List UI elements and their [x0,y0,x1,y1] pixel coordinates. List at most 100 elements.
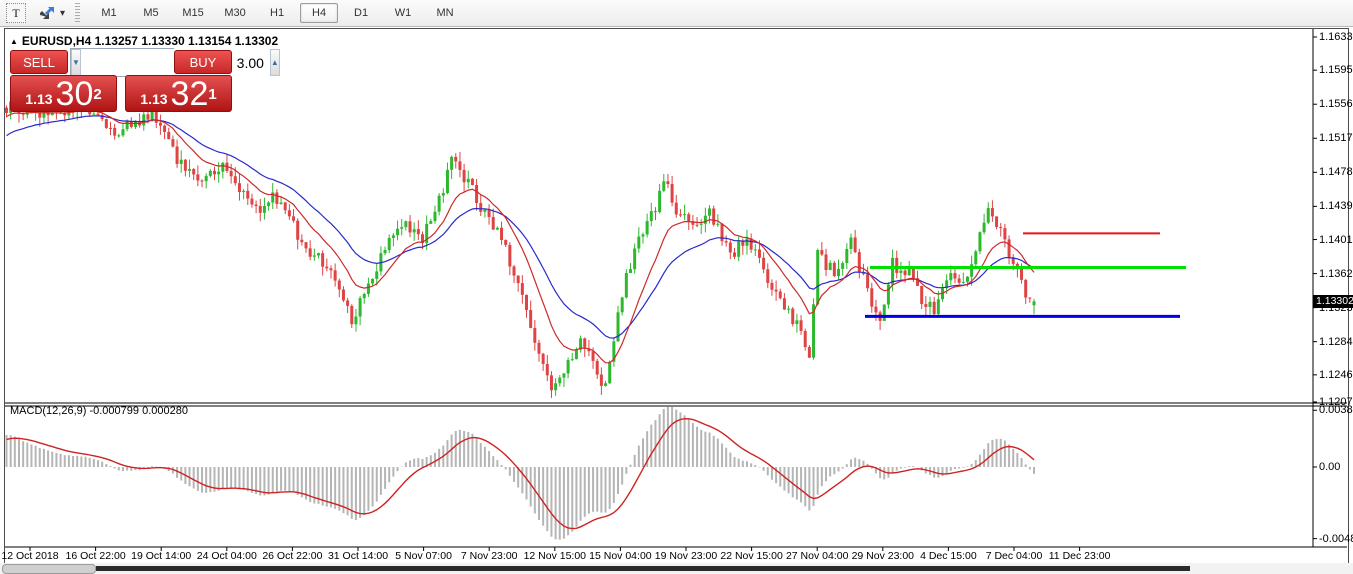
timeframe-button-MN[interactable]: MN [436,7,454,19]
candle-body [633,248,637,270]
timeframe-button-M5[interactable]: M5 [143,7,159,19]
candle-body [999,227,1003,229]
candle-body [745,238,749,246]
chart-area[interactable] [4,28,1349,567]
price-tick-label: 1.14780 [1319,166,1353,179]
candle-body [304,242,308,249]
candle-body [791,308,795,325]
candle-body [728,242,732,253]
candle-body [42,108,46,118]
timeframe-button-H1[interactable]: H1 [270,7,285,19]
price-tick-label: 1.12840 [1319,335,1353,348]
candle-body [832,262,836,277]
candle-body [408,221,412,233]
candle-body [158,122,162,126]
candle-body [899,270,903,273]
candle-body [262,205,266,213]
time-tick-label: 26 Oct 22:00 [262,550,323,562]
macd-layer [5,407,1036,540]
buy-price-point: 1 [208,86,217,103]
candle-body [300,239,304,243]
trend-lines-layer[interactable] [865,232,1186,318]
sell-price-point: 2 [93,86,102,103]
candle-body [616,312,620,342]
timeframe-button-D1[interactable]: D1 [354,7,369,19]
buy-button[interactable]: BUY [174,50,232,74]
candle-body [629,269,632,274]
candle-body [21,113,25,115]
candle-body [741,241,745,246]
toolbar-grip[interactable] [75,3,81,23]
candle-body [391,235,395,238]
arrows-tool-button[interactable]: ▾ [38,5,65,21]
candle-body [479,203,483,212]
timeframe-button-M1[interactable]: M1 [101,7,117,19]
candle-body [766,269,770,283]
collapse-triangle-icon[interactable]: ▲ [10,37,18,46]
candle-body [579,338,583,350]
volume-increase-button[interactable]: ▲ [269,49,280,76]
candle-body [641,234,645,237]
candle-body [649,211,653,222]
time-tick-label: 22 Nov 15:00 [720,550,783,562]
candle-body [857,252,861,273]
price-tick-label: 1.15170 [1319,132,1353,145]
candle-body [470,178,474,186]
timeframe-button-M15[interactable]: M15 [182,7,204,19]
candle-body [171,139,175,147]
candle-body [296,220,300,240]
candle-body [350,305,354,325]
candle-body [337,280,341,290]
candle-body [978,232,982,252]
candle-body [495,227,499,230]
candle-body [317,253,320,256]
candle-body [566,360,570,374]
current-price-badge: 1.13302 [1313,294,1353,308]
time-tick-label: 24 Oct 04:00 [196,550,257,562]
candle-body [558,377,562,384]
buy-price-button[interactable]: 1.13 32 1 [125,75,232,112]
candle-body [179,159,183,164]
candle-body [46,108,50,116]
candle-body [204,175,208,182]
candle-body [787,308,791,310]
candle-body [886,284,890,305]
candle-body [895,257,899,273]
candle-body [371,278,375,284]
candle-body [104,119,108,128]
sell-button[interactable]: SELL [10,50,68,74]
candle-body [504,239,508,245]
candle-body [321,253,325,267]
candle-body [142,114,146,126]
candle-body [333,270,337,281]
sell-price-button[interactable]: 1.13 30 2 [10,75,117,112]
sell-price-pips: 30 [55,75,94,113]
time-tick-label: 19 Oct 14:00 [131,550,192,562]
timeframe-button-M30[interactable]: M30 [224,7,246,19]
candle-body [683,214,687,216]
timeframe-button-H4[interactable]: H4 [300,3,339,23]
candle-body [450,156,454,170]
candle-body [724,241,728,243]
candle-body [1020,268,1024,280]
candle-body [487,209,491,218]
candle-body [200,180,204,182]
candle-body [708,208,712,216]
chart-title-text: EURUSD,H4 1.13257 1.13330 1.13154 1.1330… [21,34,279,48]
candle-body [986,208,990,223]
candle-body [213,170,216,175]
candle-body [982,222,986,233]
candle-body [229,170,233,177]
timeframe-button-W1[interactable]: W1 [394,7,412,19]
candle-body [325,266,329,269]
candle-body [782,298,786,310]
volume-decrease-button[interactable]: ▼ [71,49,81,76]
candle-body [133,120,137,128]
candle-body [816,250,820,305]
candle-body [441,192,445,196]
candle-body [537,342,541,354]
candle-body [608,361,612,384]
candle-body [699,223,703,225]
candle-body [695,224,699,226]
text-label-tool-icon[interactable]: T [6,3,26,23]
